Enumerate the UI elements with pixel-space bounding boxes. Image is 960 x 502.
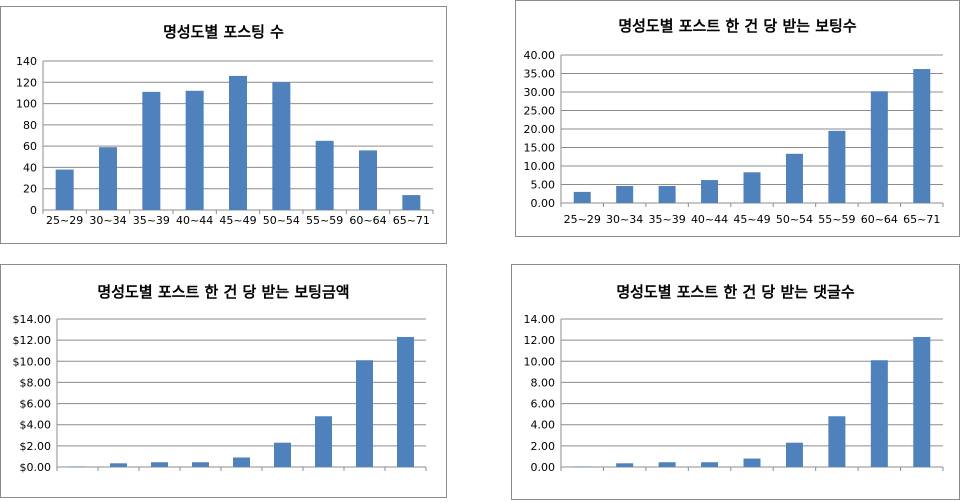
- y-tick-label: 140: [16, 55, 37, 68]
- y-tick-label: 80: [23, 119, 37, 132]
- y-tick-label: 120: [16, 76, 37, 89]
- y-tick-label: 8.00: [531, 376, 556, 389]
- bar: [658, 185, 676, 203]
- bar: [402, 195, 421, 210]
- bar: [743, 458, 761, 467]
- y-tick-label: $8.00: [20, 376, 52, 389]
- bar: [397, 336, 414, 467]
- chart-title: 명성도별 포스트 한 건 당 받는 댓글수: [616, 283, 855, 301]
- y-tick-label: 30.00: [524, 86, 556, 99]
- bar: [151, 462, 168, 467]
- y-tick-label: 100: [16, 98, 37, 111]
- y-tick-label: $4.00: [20, 419, 52, 432]
- y-tick-label: $12.00: [13, 334, 52, 347]
- bar: [192, 462, 209, 467]
- chart-panel-vote-amount-per-post: 명성도별 포스트 한 건 당 받는 보팅금액 $0.00 $2.00 $4.00 $6…: [0, 264, 447, 498]
- x-tick-label: 65~71: [903, 213, 940, 226]
- y-tick-label: 4.00: [531, 419, 556, 432]
- x-tick-label: 30~34: [89, 214, 126, 227]
- x-tick-label: 25~29: [564, 213, 601, 226]
- votes-per-post-chart: 0.00 5.00 10.00 15.00 20.00 25.00 30.00 35.00 40…: [524, 49, 944, 226]
- y-tick-label: 0.00: [531, 197, 556, 210]
- bar: [233, 457, 250, 467]
- y-tick-label: 60: [23, 140, 37, 153]
- x-tick-label: 30~34: [606, 213, 643, 226]
- y-tick-label: 12.00: [524, 334, 556, 347]
- x-tick-label: 35~39: [133, 214, 170, 227]
- x-tick-label: 55~59: [306, 214, 343, 227]
- posting-count-chart: 0 20 40 60 80 100 120 140 25~29 30~34 35~39 40~44 45…: [16, 55, 434, 227]
- bar: [315, 140, 334, 210]
- bar: [870, 91, 888, 203]
- bar: [870, 360, 888, 467]
- bar: [785, 442, 803, 467]
- x-tick-label: 45~49: [733, 213, 770, 226]
- y-tick-label: 0: [30, 204, 37, 217]
- y-tick-label: 40.00: [524, 49, 556, 62]
- vote-amount-per-post-chart: $0.00 $2.00 $4.00 $6.00 $8.00 $10.00 $12.00 $14…: [13, 313, 427, 474]
- bar: [828, 416, 846, 467]
- chart-panel-votes-per-post: 명성도별 포스트 한 건 당 받는 보팅수 0.00 5.00 10.00 15.00…: [515, 0, 960, 237]
- bar: [658, 462, 676, 467]
- y-tick-label: 40: [23, 161, 37, 174]
- bar: [99, 147, 117, 210]
- bar: [785, 153, 803, 203]
- chart-title: 명성도별 포스팅 수: [163, 23, 284, 41]
- bar: [913, 69, 931, 203]
- x-tick-label: 40~44: [176, 214, 213, 227]
- bar: [229, 75, 247, 211]
- x-tick-label: 45~49: [219, 214, 256, 227]
- y-tick-label: $10.00: [13, 355, 52, 368]
- bar: [142, 91, 161, 210]
- y-tick-label: $0.00: [20, 461, 52, 474]
- bar: [913, 336, 931, 467]
- y-tick-label: $14.00: [13, 313, 52, 326]
- bar: [701, 462, 719, 467]
- chart-panel-posting-count: 명성도별 포스팅 수 0 20 40 60 80 100 120 140 25~29 30~34 3…: [0, 6, 447, 244]
- x-tick-label: 55~59: [818, 213, 855, 226]
- x-tick-label: 50~54: [263, 214, 300, 227]
- y-tick-label: 0.00: [531, 461, 556, 474]
- bar: [616, 463, 634, 467]
- bar: [828, 130, 846, 203]
- bar: [359, 150, 377, 210]
- y-tick-label: 20: [23, 183, 37, 196]
- bar: [616, 185, 634, 203]
- x-tick-label: 35~39: [649, 213, 686, 226]
- x-tick-label: 25~29: [46, 214, 83, 227]
- bar: [274, 442, 291, 467]
- bar: [573, 191, 591, 203]
- y-tick-label: $6.00: [20, 398, 52, 411]
- x-tick-label: 60~64: [861, 213, 898, 226]
- y-tick-label: 14.00: [524, 313, 556, 326]
- chart-title: 명성도별 포스트 한 건 당 받는 보팅금액: [97, 283, 350, 301]
- y-tick-label: 25.00: [524, 105, 556, 118]
- y-tick-label: 10.00: [524, 355, 556, 368]
- x-tick-label: 50~54: [776, 213, 813, 226]
- bar: [272, 82, 291, 210]
- bar: [69, 466, 86, 467]
- bar: [701, 180, 719, 203]
- y-tick-label: 6.00: [531, 398, 556, 411]
- bar: [573, 466, 591, 467]
- y-tick-label: 20.00: [524, 123, 556, 136]
- y-tick-label: 2.00: [531, 440, 556, 453]
- y-tick-label: 5.00: [531, 179, 556, 192]
- y-tick-label: 15.00: [524, 142, 556, 155]
- y-tick-label: 10.00: [524, 160, 556, 173]
- x-tick-label: 60~64: [349, 214, 386, 227]
- chart-title: 명성도별 포스트 한 건 당 받는 보팅수: [618, 17, 857, 35]
- bar: [356, 360, 373, 467]
- x-tick-label: 65~71: [393, 214, 430, 227]
- bar: [55, 169, 74, 210]
- bar: [743, 172, 761, 203]
- comments-per-post-chart: 0.002.004.006.008.0010.0012.0014.0025~29…: [524, 313, 944, 474]
- y-tick-label: 35.00: [524, 68, 556, 81]
- x-tick-label: 40~44: [691, 213, 728, 226]
- bar: [185, 90, 204, 210]
- bar: [315, 416, 332, 467]
- y-tick-label: $2.00: [20, 440, 52, 453]
- bar: [110, 463, 127, 467]
- chart-panel-comments-per-post: 명성도별 포스트 한 건 당 받는 댓글수 0.00 2.00 4.00 6.00 8.…: [511, 264, 960, 500]
